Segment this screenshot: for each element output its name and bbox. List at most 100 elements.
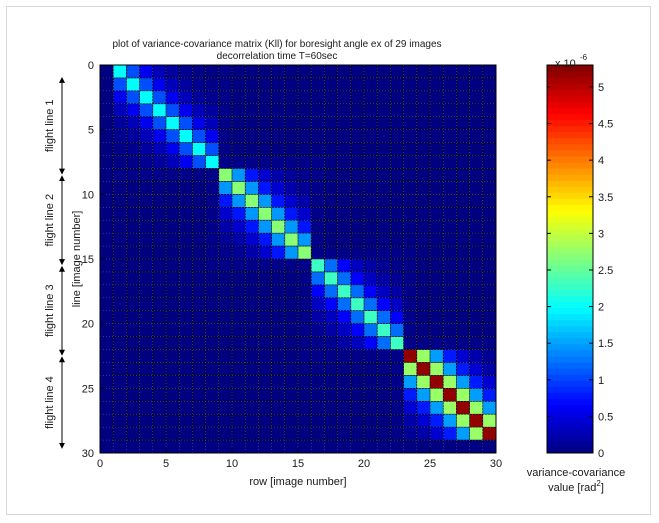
heatmap-cell [179,233,193,247]
heatmap-cell [152,362,166,376]
heatmap-cell [324,90,338,104]
heatmap-cell [443,155,457,169]
heatmap-cell [258,129,272,143]
colorbar-swatch [547,113,593,121]
heatmap-cell [298,401,312,415]
heatmap-cell [152,310,166,324]
heatmap-cell [126,323,140,337]
heatmap-cell [139,271,153,285]
heatmap-cell [298,427,312,441]
heatmap-cell [271,271,285,285]
colorbar-swatch [547,428,593,436]
colorbar-swatch [547,186,593,193]
heatmap-cell [403,284,417,298]
heatmap-cell [179,284,193,298]
heatmap-cell [113,220,127,234]
colorbar-swatch [547,198,593,205]
heatmap-cell [218,375,232,389]
heatmap-cell [284,414,298,428]
heatmap-cell [284,207,298,221]
heatmap-cell [298,103,312,117]
heatmap-cell [364,129,378,143]
heatmap-cell [403,375,417,389]
colorbar-tick-label: 4.5 [598,119,613,131]
heatmap-cell [430,401,444,415]
heatmap-cell [205,116,219,130]
heatmap-cell [139,220,153,234]
heatmap-cell [377,362,391,376]
heatmap-cell [469,414,483,428]
heatmap-cell [166,259,180,272]
heatmap-cell [113,77,127,91]
colorbar-swatch [547,398,593,405]
heatmap-cell [139,233,153,247]
heatmap-cell [271,336,285,350]
heatmap-cell [350,220,364,234]
heatmap-cell [298,194,312,208]
heatmap-cell [430,168,444,182]
heatmap-cell [311,207,325,221]
heatmap-cell [152,90,166,104]
heatmap-cell [364,77,378,91]
heatmap-cell [390,271,404,285]
heatmap-cell [443,65,457,78]
heatmap-cell [377,401,391,415]
heatmap-cell [166,207,180,221]
heatmap-cell [152,233,166,247]
heatmap-cell [205,323,219,337]
heatmap-cell [179,297,193,311]
heatmap-cell [377,207,391,221]
heatmap-cell [324,103,338,117]
heatmap-cell [456,90,470,104]
heatmap-cell [456,65,470,78]
heatmap-cell [218,259,232,272]
heatmap-cell [192,427,206,441]
heatmap-cell [271,207,285,221]
colorbar-swatch [547,368,593,375]
heatmap-cell [430,65,444,78]
heatmap-cell [337,414,351,428]
heatmap-cell [469,65,483,78]
heatmap-cell [390,284,404,298]
heatmap-cell [416,129,430,143]
heatmap-cell [377,259,391,272]
colorbar-swatch [547,343,593,351]
heatmap-cell [364,323,378,337]
heatmap-cell [126,427,140,441]
heatmap-cell [403,90,417,104]
heatmap-cell [298,375,312,389]
heatmap-cell [126,297,140,311]
heatmap-cell [271,142,285,156]
heatmap-cell [179,116,193,130]
heatmap-cell [284,233,298,247]
heatmap-cell [126,142,140,156]
heatmap-cell [152,284,166,298]
heatmap-cell [218,271,232,285]
colorbar-tick-label: 1.5 [598,338,613,350]
heatmap-cell [232,220,246,234]
colorbar [546,64,594,454]
heatmap-cell [430,116,444,130]
heatmap-cell [390,375,404,389]
heatmap-cell [311,103,325,117]
heatmap-cell [390,259,404,272]
heatmap-cell [205,65,219,78]
heatmap-cell [390,310,404,324]
heatmap-cell [126,220,140,234]
heatmap-cell [179,259,193,272]
heatmap-cell [311,116,325,130]
heatmap-cell [482,362,496,376]
heatmap-cell [258,194,272,208]
heatmap-cell [245,349,259,363]
x-axis-label: row [image number] [249,476,346,488]
heatmap-cell [337,103,351,117]
heatmap-cell [205,284,219,298]
heatmap-cell [258,77,272,91]
heatmap-cell [443,129,457,143]
heatmap-cell [390,233,404,247]
heatmap-cell [258,259,272,272]
heatmap-cell [443,103,457,117]
heatmap-cell [205,103,219,117]
heatmap-cell [271,284,285,298]
heatmap-cell [192,65,206,78]
